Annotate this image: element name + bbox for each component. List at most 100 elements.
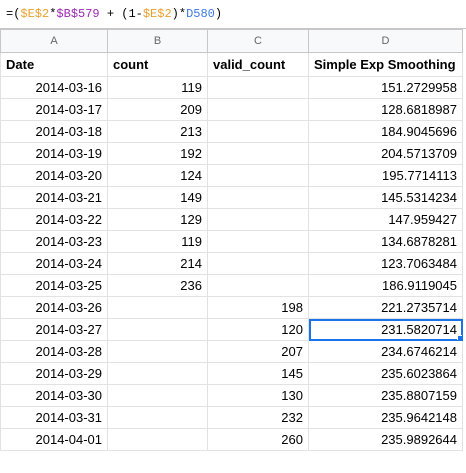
cell[interactable]: 2014-03-22 [0, 208, 108, 231]
cell[interactable] [107, 318, 208, 341]
cell[interactable]: 213 [107, 120, 208, 143]
cell[interactable]: 129 [107, 208, 208, 231]
data-row: 2014-03-24 214 123.7063484 [0, 252, 463, 275]
cell[interactable]: 2014-03-21 [0, 186, 108, 209]
header-cell[interactable]: Simple Exp Smoothing [308, 52, 463, 77]
cell[interactable]: 2014-04-01 [0, 428, 108, 451]
cell[interactable]: 209 [107, 98, 208, 121]
formula-token: ) [214, 7, 223, 21]
cell[interactable]: 186.9119045 [308, 274, 463, 297]
cell[interactable]: 2014-03-18 [0, 120, 108, 143]
cell[interactable]: 235.9892644 [308, 428, 463, 451]
cell[interactable] [207, 186, 309, 209]
cell[interactable]: 2014-03-25 [0, 274, 108, 297]
sheet-grid: A B C D Date count valid_count Simple Exp Smoot… [0, 29, 463, 451]
cell[interactable] [207, 230, 309, 253]
formula-token: $E$2 [142, 7, 172, 21]
cell[interactable]: 128.6818987 [308, 98, 463, 121]
cell[interactable]: 2014-03-29 [0, 362, 108, 385]
column-letter[interactable]: C [207, 29, 309, 53]
cell[interactable]: 221.2735714 [308, 296, 463, 319]
cell[interactable]: 184.9045696 [308, 120, 463, 143]
column-letter[interactable]: A [0, 29, 108, 53]
cell[interactable] [107, 362, 208, 385]
cell[interactable]: 2014-03-31 [0, 406, 108, 429]
cell[interactable]: 2014-03-28 [0, 340, 108, 363]
formula-bar[interactable]: =($E$2*$B$579 + (1-$E$2)*D580) [0, 0, 466, 29]
cell[interactable]: 204.5713709 [308, 142, 463, 165]
cell[interactable] [207, 76, 309, 99]
formula-token: =( [6, 7, 21, 21]
cell[interactable]: 235.6023864 [308, 362, 463, 385]
cell[interactable]: 2014-03-17 [0, 98, 108, 121]
column-letter[interactable]: B [107, 29, 208, 53]
formula-token: $E$2 [20, 7, 50, 21]
header-row: Date count valid_count Simple Exp Smoothing [0, 52, 463, 77]
data-row: 2014-03-29 145 235.6023864 [0, 362, 463, 385]
cell[interactable]: 149 [107, 186, 208, 209]
cell[interactable] [107, 384, 208, 407]
cell[interactable]: 2014-03-19 [0, 142, 108, 165]
cell[interactable]: 119 [107, 76, 208, 99]
cell[interactable]: 145 [207, 362, 309, 385]
data-row: 2014-03-21 149 145.5314234 [0, 186, 463, 209]
cell[interactable]: 234.6746214 [308, 340, 463, 363]
cell[interactable] [107, 406, 208, 429]
data-row: 2014-03-16 119 151.2729958 [0, 76, 463, 99]
cell[interactable]: 195.7714113 [308, 164, 463, 187]
data-row: 2014-03-17 209 128.6818987 [0, 98, 463, 121]
data-row: 2014-03-26 198 221.2735714 [0, 296, 463, 319]
column-letter[interactable]: D [308, 29, 463, 53]
cell[interactable] [207, 252, 309, 275]
cell[interactable]: 119 [107, 230, 208, 253]
cell[interactable]: 2014-03-20 [0, 164, 108, 187]
formula-token: D580 [186, 7, 215, 21]
data-row: 2014-03-25 236 186.9119045 [0, 274, 463, 297]
cell[interactable]: 192 [107, 142, 208, 165]
cell[interactable]: 2014-03-24 [0, 252, 108, 275]
formula-token: * [49, 7, 57, 21]
data-row: 2014-03-30 130 235.8807159 [0, 384, 463, 407]
cell[interactable]: 151.2729958 [308, 76, 463, 99]
cell[interactable]: 235.9642148 [308, 406, 463, 429]
fill-handle[interactable] [457, 335, 462, 340]
cell[interactable] [207, 164, 309, 187]
cell[interactable]: 123.7063484 [308, 252, 463, 275]
cell[interactable] [107, 428, 208, 451]
cell[interactable]: 124 [107, 164, 208, 187]
cell[interactable] [207, 98, 309, 121]
cell[interactable] [207, 208, 309, 231]
cell[interactable]: 2014-03-27 [0, 318, 108, 341]
data-row: 2014-03-27 120 231.5820714 [0, 318, 463, 341]
cell[interactable] [207, 274, 309, 297]
cell[interactable]: 2014-03-26 [0, 296, 108, 319]
cell[interactable]: 130 [207, 384, 309, 407]
cell[interactable]: 2014-03-23 [0, 230, 108, 253]
cell[interactable]: 235.8807159 [308, 384, 463, 407]
cell[interactable]: 232 [207, 406, 309, 429]
cell[interactable]: 198 [207, 296, 309, 319]
cell[interactable]: 231.5820714 [308, 318, 463, 341]
header-cell[interactable]: Date [0, 52, 108, 77]
cell[interactable]: 214 [107, 252, 208, 275]
header-cell[interactable]: count [107, 52, 208, 77]
data-row: 2014-03-20 124 195.7714113 [0, 164, 463, 187]
cell[interactable] [207, 120, 309, 143]
cell[interactable]: 2014-03-30 [0, 384, 108, 407]
cell[interactable]: 134.6878281 [308, 230, 463, 253]
data-row: 2014-04-01 260 235.9892644 [0, 428, 463, 451]
header-cell[interactable]: valid_count [207, 52, 309, 77]
data-row: 2014-03-28 207 234.6746214 [0, 340, 463, 363]
cell[interactable] [107, 296, 208, 319]
cell[interactable]: 147.959427 [308, 208, 463, 231]
cell[interactable] [207, 142, 309, 165]
cell[interactable]: 120 [207, 318, 309, 341]
cell[interactable]: 207 [207, 340, 309, 363]
cell[interactable]: 145.5314234 [308, 186, 463, 209]
cell[interactable] [107, 340, 208, 363]
cell[interactable]: 236 [107, 274, 208, 297]
formula-token: )* [171, 7, 187, 21]
cell[interactable]: 2014-03-16 [0, 76, 108, 99]
cell[interactable]: 260 [207, 428, 309, 451]
